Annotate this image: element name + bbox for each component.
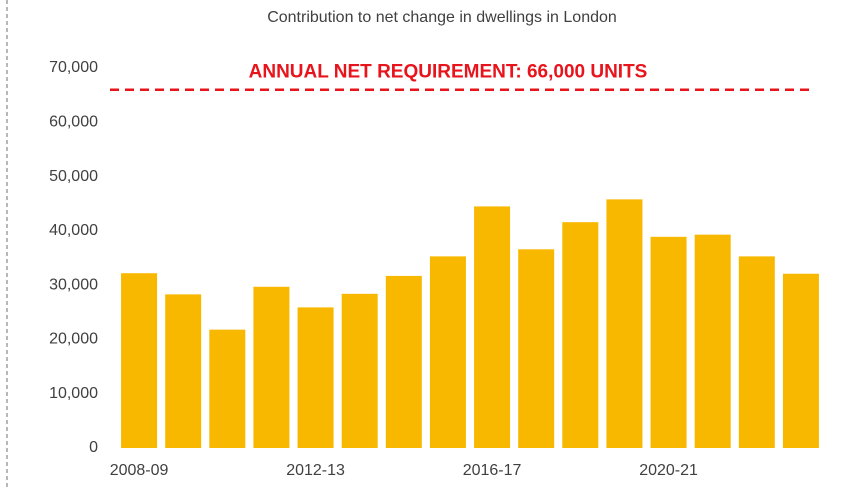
y-tick-label: 30,000 xyxy=(49,276,98,293)
bar xyxy=(474,206,511,448)
chart-title: Contribution to net change in dwellings … xyxy=(267,9,617,26)
bar xyxy=(253,286,290,448)
y-tick-label: 60,000 xyxy=(49,114,98,131)
bar xyxy=(650,236,687,448)
bar xyxy=(694,234,731,448)
bar xyxy=(518,249,555,448)
reference-label: ANNUAL NET REQUIREMENT: 66,000 UNITS xyxy=(249,62,648,83)
bar xyxy=(429,256,466,448)
y-tick-label: 40,000 xyxy=(49,222,98,239)
bar xyxy=(297,307,334,448)
bar xyxy=(121,273,158,448)
x-tick-label: 2008-09 xyxy=(110,462,169,479)
bar xyxy=(738,256,775,448)
bar xyxy=(341,293,378,448)
bar xyxy=(606,199,643,448)
x-tick-label: 2016-17 xyxy=(463,462,522,479)
y-tick-label: 50,000 xyxy=(49,168,98,185)
y-tick-label: 20,000 xyxy=(49,331,98,348)
bar xyxy=(385,275,422,448)
y-tick-label: 70,000 xyxy=(49,59,98,76)
x-tick-label: 2012-13 xyxy=(286,462,345,479)
bar xyxy=(782,273,819,448)
y-tick-label: 0 xyxy=(89,439,98,456)
bar xyxy=(165,294,202,448)
x-tick-label: 2020-21 xyxy=(639,462,698,479)
bar xyxy=(209,329,246,448)
y-tick-label: 10,000 xyxy=(49,385,98,402)
bar xyxy=(562,222,599,448)
